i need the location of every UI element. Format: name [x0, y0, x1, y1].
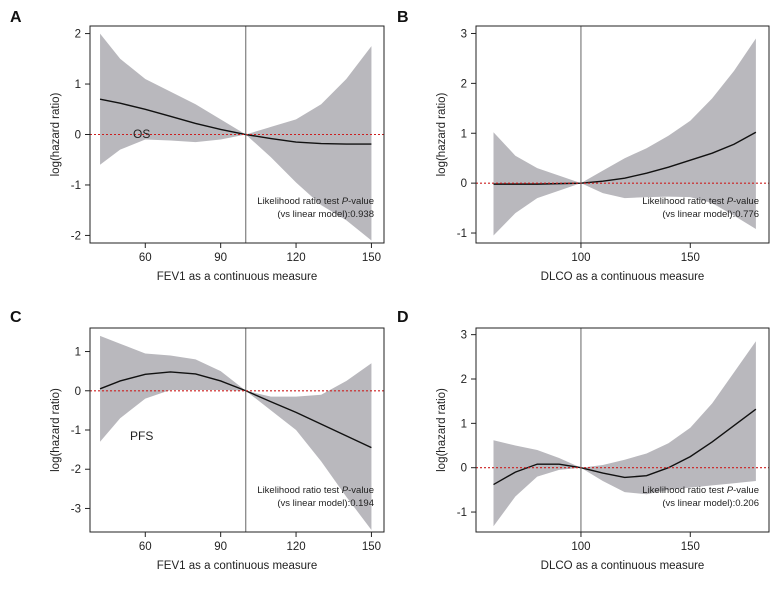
x-axis-title-b: DLCO as a continuous measure — [541, 271, 705, 283]
y-tick-label-a: -2 — [71, 230, 81, 242]
fit-line-a — [99, 98, 372, 145]
lrt-annotation-line2-c: (vs linear model):0.194 — [277, 498, 374, 509]
y-tick-label-d: 1 — [461, 418, 467, 430]
y-axis-title-b: log(hazard ratio) — [436, 92, 448, 176]
plot-frame-b — [475, 25, 770, 244]
lrt-annotation-line1-b: Likelihood ratio test P-value — [642, 196, 759, 207]
y-tick-label-c: -1 — [71, 425, 81, 437]
confidence-band-a — [100, 33, 372, 241]
fit-line-c — [99, 371, 372, 449]
x-tick-label-a: 90 — [214, 252, 227, 264]
x-tick-label-b: 100 — [571, 252, 590, 264]
panel-letter-d: D — [397, 309, 409, 326]
fit-line-d — [493, 408, 757, 486]
x-tick-label-c: 90 — [214, 541, 227, 553]
y-tick-label-a: 0 — [75, 130, 81, 142]
panel-c: C 60 90 120 150 -3 -2 -1 0 1 FEV1 as a continuous … — [10, 309, 385, 572]
y-tick-label-b: 3 — [461, 28, 467, 40]
y-tick-label-b: 0 — [461, 178, 467, 190]
y-axis-title-c: log(hazard ratio) — [50, 388, 62, 472]
y-tick-label-c: 0 — [75, 386, 81, 398]
x-tick-label-c: 60 — [139, 541, 152, 553]
y-tick-label-a: -1 — [71, 180, 81, 192]
lrt-annotation-line1-d: Likelihood ratio test P-value — [642, 485, 759, 496]
lrt-annotation-line2-a: (vs linear model):0.938 — [277, 209, 374, 220]
lrt-annotation-line2-b: (vs linear model):0.776 — [662, 209, 759, 220]
x-tick-label-a: 120 — [286, 252, 305, 264]
y-tick-label-d: -1 — [457, 507, 467, 519]
panel-a: A 60 90 120 150 -2 -1 0 1 2 FEV1 as a continuous m… — [10, 9, 385, 283]
lrt-annotation-line1-a: Likelihood ratio test P-value — [257, 196, 374, 207]
panel-letter-c: C — [10, 309, 22, 326]
row-label-pfs: PFS — [130, 429, 153, 443]
x-axis-title-a: FEV1 as a continuous measure — [157, 271, 317, 283]
y-tick-label-d: 2 — [461, 374, 467, 386]
y-tick-label-d: 0 — [461, 463, 467, 475]
confidence-band-d — [493, 341, 756, 527]
panel-d: D 100 150 -1 0 1 2 3 DLCO as a continuous measur… — [397, 309, 770, 572]
confidence-band-b — [493, 38, 756, 236]
x-tick-label-d: 100 — [571, 541, 590, 553]
x-axis-title-d: DLCO as a continuous measure — [541, 560, 705, 572]
x-tick-label-c: 150 — [362, 541, 381, 553]
y-tick-label-c: -2 — [71, 464, 81, 476]
plot-frame-d — [475, 327, 770, 533]
fit-line-b — [493, 131, 757, 185]
panel-letter-a: A — [10, 9, 22, 26]
panel-b: B 100 150 -1 0 1 2 3 DLCO as a continuous measur… — [397, 9, 770, 283]
y-tick-label-c: -3 — [71, 503, 81, 515]
y-axis-title-d: log(hazard ratio) — [436, 388, 448, 472]
x-tick-label-d: 150 — [681, 541, 700, 553]
panel-letter-b: B — [397, 9, 409, 26]
x-tick-label-b: 150 — [681, 252, 700, 264]
y-tick-label-b: 2 — [461, 78, 467, 90]
y-tick-label-a: 2 — [75, 29, 81, 41]
y-tick-label-a: 1 — [75, 79, 81, 91]
x-tick-label-a: 150 — [362, 252, 381, 264]
x-axis-title-c: FEV1 as a continuous measure — [157, 560, 317, 572]
y-tick-label-d: 3 — [461, 330, 467, 342]
y-axis-title-a: log(hazard ratio) — [50, 92, 62, 176]
confidence-band-c — [100, 335, 372, 531]
y-tick-label-b: -1 — [457, 228, 467, 240]
lrt-annotation-line2-d: (vs linear model):0.206 — [662, 498, 759, 509]
x-tick-label-a: 60 — [139, 252, 152, 264]
lrt-annotation-line1-c: Likelihood ratio test P-value — [257, 485, 374, 496]
row-label-os: OS — [133, 127, 150, 141]
y-tick-label-c: 1 — [75, 347, 81, 359]
y-tick-label-b: 1 — [461, 128, 467, 140]
x-tick-label-c: 120 — [286, 541, 305, 553]
